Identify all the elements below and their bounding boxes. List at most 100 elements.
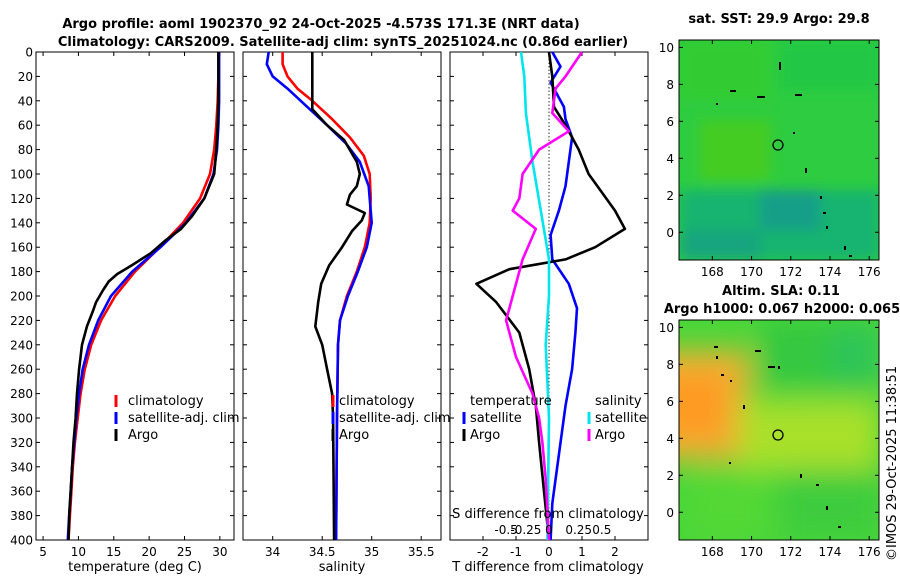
map-y-tick-label: 10 <box>659 41 674 55</box>
temperature-axes-box <box>35 51 235 541</box>
y-tick-label: 180 <box>10 265 33 279</box>
argo-position-marker-sla <box>772 429 784 441</box>
series-line-s-argo <box>504 51 584 541</box>
x-tick-label: 0 <box>545 545 553 559</box>
s-x-tick-label: -0.5 <box>494 523 517 537</box>
map-y-tick-label: 2 <box>666 189 674 203</box>
argo-position-marker-sst <box>772 139 784 151</box>
temperature-x-axis: 5 10 15 20 25 30 <box>39 52 227 559</box>
map-y-tick-label: 10 <box>659 321 674 335</box>
salinity-y-ticks <box>243 51 441 541</box>
y-tick-label: 80 <box>18 143 33 157</box>
sla-field <box>679 320 879 540</box>
series-line-s-satellite <box>519 51 551 541</box>
legend-label-climatology: climatology <box>339 394 415 409</box>
temperature-diff-legend: temperature satellite Argo <box>462 394 552 443</box>
temperature-legend: climatology satellite-adj. clim Argo <box>114 394 240 443</box>
map-y-tick-label: 4 <box>666 432 674 446</box>
map-x-tick-label: 176 <box>858 265 881 279</box>
y-tick-label: 100 <box>10 168 33 182</box>
y-tick-label: 260 <box>10 363 33 377</box>
s-difference-xlabel: S difference from climatology <box>452 507 644 522</box>
x-tick-label: 25 <box>177 545 192 559</box>
legend-label-t-satellite: satellite <box>470 411 522 426</box>
y-tick-label: 360 <box>10 485 33 499</box>
y-tick-label: 220 <box>10 314 33 328</box>
x-tick-label: -1 <box>510 545 522 559</box>
map-x-tick-label: 172 <box>779 545 802 559</box>
sla-map-title: Altim. SLA: 0.11 <box>722 284 840 299</box>
sst-map-axes: 168 170 172 174 176 0 2 4 6 8 10 <box>659 40 881 279</box>
legend-heading-temperature: temperature <box>470 394 552 409</box>
sla-map-frame <box>678 319 880 541</box>
map-y-tick-label: 0 <box>666 506 674 520</box>
x-tick-label: 20 <box>142 545 157 559</box>
x-tick-label: -2 <box>477 545 489 559</box>
y-tick-label: 240 <box>10 338 33 352</box>
temperature-xlabel: temperature (deg C) <box>68 560 202 575</box>
sst-map-title: sat. SST: 29.9 Argo: 29.8 <box>688 12 869 27</box>
map-y-tick-label: 4 <box>666 152 674 166</box>
salinity-x-axis: 34 34.5 35 35.5 <box>265 52 435 559</box>
legend-label-satellite-adj: satellite-adj. clim <box>128 411 240 426</box>
sla-map-panel: Altim. SLA: 0.11 Argo h1000: 0.067 h2000… <box>659 284 900 559</box>
sst-field <box>679 40 879 260</box>
series-line-satellite-adj-clim <box>66 52 221 541</box>
y-tick-label: 280 <box>10 387 33 401</box>
legend-label-climatology: climatology <box>128 394 204 409</box>
x-tick-label: 34 <box>265 545 280 559</box>
y-tick-label: 400 <box>10 534 33 548</box>
map-y-tick-label: 0 <box>666 226 674 240</box>
map-x-tick-label: 168 <box>701 545 724 559</box>
imos-credit: ©IMOS 29-Oct-2025 11:38:51 <box>885 366 900 561</box>
difference-series <box>475 51 627 541</box>
y-tick-label: 340 <box>10 460 33 474</box>
x-tick-label: 30 <box>212 545 227 559</box>
legend-heading-salinity: salinity <box>595 394 642 409</box>
salinity-legend: climatology satellite-adj. clim Argo <box>331 394 451 443</box>
figure-title-line1: Argo profile: aoml 1902370_92 24-Oct-202… <box>62 17 579 32</box>
legend-label-s-argo: Argo <box>595 428 625 443</box>
sst-map-panel: sat. SST: 29.9 Argo: 29.8 168 170 172 174 17… <box>659 12 881 279</box>
x-tick-label: 2 <box>611 545 619 559</box>
x-tick-label: 1 <box>578 545 586 559</box>
t-difference-xlabel: T difference from climatology <box>451 560 644 575</box>
y-tick-label: 380 <box>10 509 33 523</box>
legend-label-argo: Argo <box>339 428 369 443</box>
salinity-series <box>265 51 374 541</box>
y-tick-label: 20 <box>18 70 33 84</box>
map-y-tick-label: 2 <box>666 469 674 483</box>
legend-label-s-satellite: satellite <box>595 411 647 426</box>
temperature-panel: 0 20 40 60 80 100 120 140 160 180 200 220 240 260 280 3… <box>10 46 240 576</box>
legend-label-satellite-adj: satellite-adj. clim <box>339 411 451 426</box>
map-x-tick-label: 170 <box>740 265 763 279</box>
difference-panel: -2 -1 0 1 2 S difference from climatology -0… <box>449 51 649 575</box>
y-tick-label: 60 <box>18 119 33 133</box>
sst-map-frame <box>678 39 880 261</box>
map-y-tick-label: 8 <box>666 78 674 92</box>
salinity-diff-legend: salinity satellite Argo <box>587 394 647 443</box>
map-x-tick-label: 174 <box>819 545 842 559</box>
map-x-tick-label: 176 <box>858 545 881 559</box>
x-tick-label: 10 <box>71 545 86 559</box>
map-x-tick-label: 174 <box>819 265 842 279</box>
legend-label-t-argo: Argo <box>470 428 500 443</box>
salinity-panel: 34 34.5 35 35.5 salinity climatology satell… <box>242 51 451 575</box>
legend-label-argo: Argo <box>128 428 158 443</box>
s-x-tick-label: 0.5 <box>592 523 611 537</box>
argo-height-title: Argo h1000: 0.067 h2000: 0.065 <box>664 302 900 317</box>
y-tick-label: 140 <box>10 216 33 230</box>
map-x-tick-label: 168 <box>701 265 724 279</box>
y-tick-label: 40 <box>18 94 33 108</box>
s-x-tick-label: -0.25 <box>510 523 541 537</box>
salinity-xlabel: salinity <box>319 560 366 575</box>
map-y-tick-label: 8 <box>666 358 674 372</box>
y-tick-label: 0 <box>25 46 33 60</box>
x-tick-label: 35.5 <box>408 545 435 559</box>
map-y-tick-label: 6 <box>666 395 674 409</box>
temperature-series <box>66 52 221 541</box>
map-x-tick-label: 170 <box>740 545 763 559</box>
figure-title-line2: Climatology: CARS2009. Satellite-adj cli… <box>58 35 628 50</box>
y-tick-label: 120 <box>10 192 33 206</box>
